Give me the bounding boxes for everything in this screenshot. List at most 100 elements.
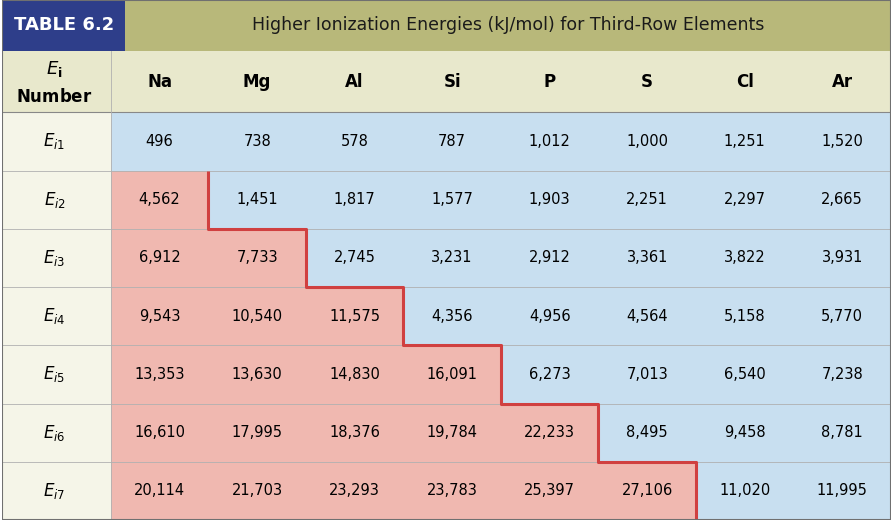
FancyBboxPatch shape bbox=[3, 171, 110, 229]
Text: Al: Al bbox=[346, 73, 364, 90]
FancyBboxPatch shape bbox=[404, 112, 501, 171]
FancyBboxPatch shape bbox=[3, 345, 110, 404]
FancyBboxPatch shape bbox=[208, 287, 306, 345]
FancyBboxPatch shape bbox=[404, 404, 501, 462]
Text: $\mathit{E}_{\mathit{i4}}$: $\mathit{E}_{\mathit{i4}}$ bbox=[44, 306, 66, 326]
FancyBboxPatch shape bbox=[110, 404, 208, 462]
FancyBboxPatch shape bbox=[696, 462, 794, 520]
Text: P: P bbox=[544, 73, 556, 90]
FancyBboxPatch shape bbox=[599, 287, 696, 345]
FancyBboxPatch shape bbox=[208, 404, 306, 462]
FancyBboxPatch shape bbox=[208, 462, 306, 520]
FancyBboxPatch shape bbox=[3, 229, 110, 287]
Text: 11,020: 11,020 bbox=[719, 484, 771, 498]
FancyBboxPatch shape bbox=[306, 229, 404, 287]
FancyBboxPatch shape bbox=[794, 171, 891, 229]
FancyBboxPatch shape bbox=[306, 171, 404, 229]
FancyBboxPatch shape bbox=[208, 229, 306, 287]
FancyBboxPatch shape bbox=[3, 404, 110, 462]
Text: 20,114: 20,114 bbox=[134, 484, 185, 498]
FancyBboxPatch shape bbox=[794, 462, 891, 520]
Text: 13,630: 13,630 bbox=[232, 367, 282, 382]
FancyBboxPatch shape bbox=[208, 171, 306, 229]
Text: 787: 787 bbox=[438, 134, 466, 149]
FancyBboxPatch shape bbox=[599, 345, 696, 404]
FancyBboxPatch shape bbox=[3, 287, 110, 345]
Text: 1,451: 1,451 bbox=[236, 192, 278, 207]
FancyBboxPatch shape bbox=[599, 462, 696, 520]
Text: 1,577: 1,577 bbox=[431, 192, 473, 207]
FancyBboxPatch shape bbox=[794, 345, 891, 404]
Text: 4,356: 4,356 bbox=[431, 309, 473, 323]
FancyBboxPatch shape bbox=[306, 462, 404, 520]
Text: 578: 578 bbox=[340, 134, 369, 149]
Text: 2,297: 2,297 bbox=[723, 192, 765, 207]
Text: 738: 738 bbox=[243, 134, 271, 149]
Text: 22,233: 22,233 bbox=[524, 425, 576, 440]
FancyBboxPatch shape bbox=[404, 171, 501, 229]
FancyBboxPatch shape bbox=[3, 0, 125, 51]
Text: 1,520: 1,520 bbox=[822, 134, 863, 149]
Text: 13,353: 13,353 bbox=[135, 367, 185, 382]
Text: 19,784: 19,784 bbox=[427, 425, 478, 440]
Text: 1,251: 1,251 bbox=[723, 134, 765, 149]
Text: 5,158: 5,158 bbox=[723, 309, 765, 323]
Text: S: S bbox=[642, 73, 653, 90]
FancyBboxPatch shape bbox=[306, 112, 404, 171]
FancyBboxPatch shape bbox=[125, 0, 891, 51]
FancyBboxPatch shape bbox=[501, 345, 599, 404]
FancyBboxPatch shape bbox=[599, 112, 696, 171]
Text: 1,012: 1,012 bbox=[528, 134, 570, 149]
Text: 25,397: 25,397 bbox=[524, 484, 576, 498]
Text: 5,770: 5,770 bbox=[822, 309, 863, 323]
Text: 4,956: 4,956 bbox=[529, 309, 570, 323]
Text: 27,106: 27,106 bbox=[622, 484, 673, 498]
Text: $\mathit{E}_{\mathit{i1}}$: $\mathit{E}_{\mathit{i1}}$ bbox=[44, 132, 66, 151]
FancyBboxPatch shape bbox=[794, 112, 891, 171]
Text: 3,822: 3,822 bbox=[723, 251, 765, 265]
Text: 14,830: 14,830 bbox=[330, 367, 380, 382]
Text: 2,745: 2,745 bbox=[334, 251, 376, 265]
Text: 1,000: 1,000 bbox=[626, 134, 668, 149]
FancyBboxPatch shape bbox=[696, 404, 794, 462]
Text: 8,781: 8,781 bbox=[822, 425, 863, 440]
Text: 16,610: 16,610 bbox=[135, 425, 185, 440]
Text: 2,251: 2,251 bbox=[626, 192, 668, 207]
FancyBboxPatch shape bbox=[110, 287, 208, 345]
Text: 16,091: 16,091 bbox=[427, 367, 478, 382]
Text: $\mathit{E}_{\mathit{i5}}$: $\mathit{E}_{\mathit{i5}}$ bbox=[44, 365, 66, 384]
Text: 8,495: 8,495 bbox=[626, 425, 668, 440]
FancyBboxPatch shape bbox=[501, 462, 599, 520]
Text: 1,903: 1,903 bbox=[529, 192, 570, 207]
FancyBboxPatch shape bbox=[696, 171, 794, 229]
Text: 18,376: 18,376 bbox=[330, 425, 380, 440]
Text: TABLE 6.2: TABLE 6.2 bbox=[13, 17, 114, 34]
Text: Mg: Mg bbox=[243, 73, 272, 90]
Text: $\mathbf{Number}$: $\mathbf{Number}$ bbox=[16, 88, 93, 106]
FancyBboxPatch shape bbox=[794, 287, 891, 345]
FancyBboxPatch shape bbox=[501, 112, 599, 171]
Text: $\mathit{E}_{\mathit{i3}}$: $\mathit{E}_{\mathit{i3}}$ bbox=[44, 248, 66, 268]
Text: 21,703: 21,703 bbox=[232, 484, 282, 498]
FancyBboxPatch shape bbox=[501, 287, 599, 345]
Text: 1,817: 1,817 bbox=[334, 192, 375, 207]
FancyBboxPatch shape bbox=[501, 171, 599, 229]
Text: 6,540: 6,540 bbox=[723, 367, 765, 382]
FancyBboxPatch shape bbox=[599, 171, 696, 229]
Text: 10,540: 10,540 bbox=[232, 309, 282, 323]
FancyBboxPatch shape bbox=[696, 345, 794, 404]
Text: Higher Ionization Energies (kJ/mol) for Third-Row Elements: Higher Ionization Energies (kJ/mol) for … bbox=[252, 17, 764, 34]
Text: Cl: Cl bbox=[736, 73, 754, 90]
FancyBboxPatch shape bbox=[794, 404, 891, 462]
FancyBboxPatch shape bbox=[3, 462, 110, 520]
FancyBboxPatch shape bbox=[110, 462, 208, 520]
Text: 9,458: 9,458 bbox=[723, 425, 765, 440]
Text: 7,733: 7,733 bbox=[236, 251, 278, 265]
FancyBboxPatch shape bbox=[501, 229, 599, 287]
FancyBboxPatch shape bbox=[404, 345, 501, 404]
FancyBboxPatch shape bbox=[110, 112, 208, 171]
Text: 3,231: 3,231 bbox=[431, 251, 473, 265]
FancyBboxPatch shape bbox=[208, 345, 306, 404]
Text: 6,912: 6,912 bbox=[139, 251, 181, 265]
FancyBboxPatch shape bbox=[696, 229, 794, 287]
